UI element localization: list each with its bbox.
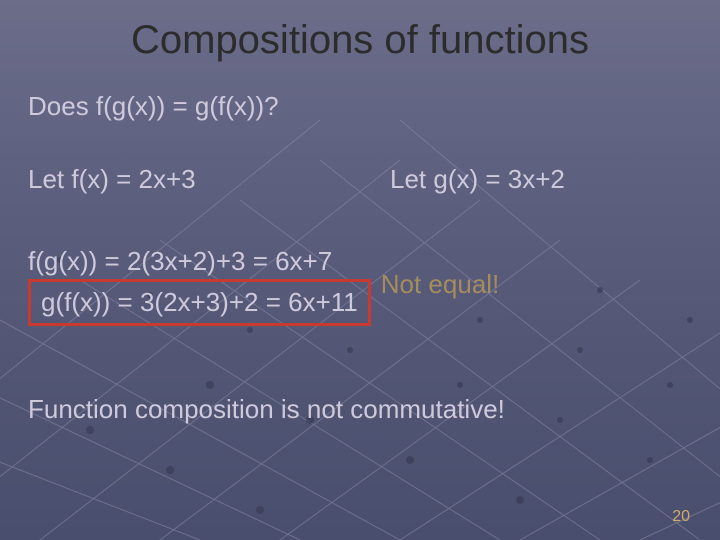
eq-gf: g(f(x)) = 3(2x+3)+2 = 6x+11: [28, 279, 371, 325]
question-line: Does f(g(x)) = g(f(x))?: [28, 91, 692, 122]
def-g: Let g(x) = 3x+2: [390, 164, 692, 195]
equation-block: f(g(x)) = 2(3x+2)+3 = 6x+7 g(f(x)) = 3(2…: [28, 243, 692, 326]
not-equal-label: Not equal!: [381, 269, 500, 300]
slide-content: Does f(g(x)) = g(f(x))? Let f(x) = 2x+3 …: [0, 91, 720, 425]
slide-title: Compositions of functions: [0, 0, 720, 63]
def-f: Let f(x) = 2x+3: [28, 164, 330, 195]
equations: f(g(x)) = 2(3x+2)+3 = 6x+7 g(f(x)) = 3(2…: [28, 243, 371, 326]
conclusion: Function composition is not commutative!: [28, 394, 692, 425]
boxed-eq: g(f(x)) = 3(2x+3)+2 = 6x+11: [28, 279, 371, 325]
page-number: 20: [672, 508, 690, 526]
definitions-row: Let f(x) = 2x+3 Let g(x) = 3x+2: [28, 164, 692, 195]
eq-fg: f(g(x)) = 2(3x+2)+3 = 6x+7: [28, 243, 371, 279]
slide: Compositions of functions Does f(g(x)) =…: [0, 0, 720, 540]
